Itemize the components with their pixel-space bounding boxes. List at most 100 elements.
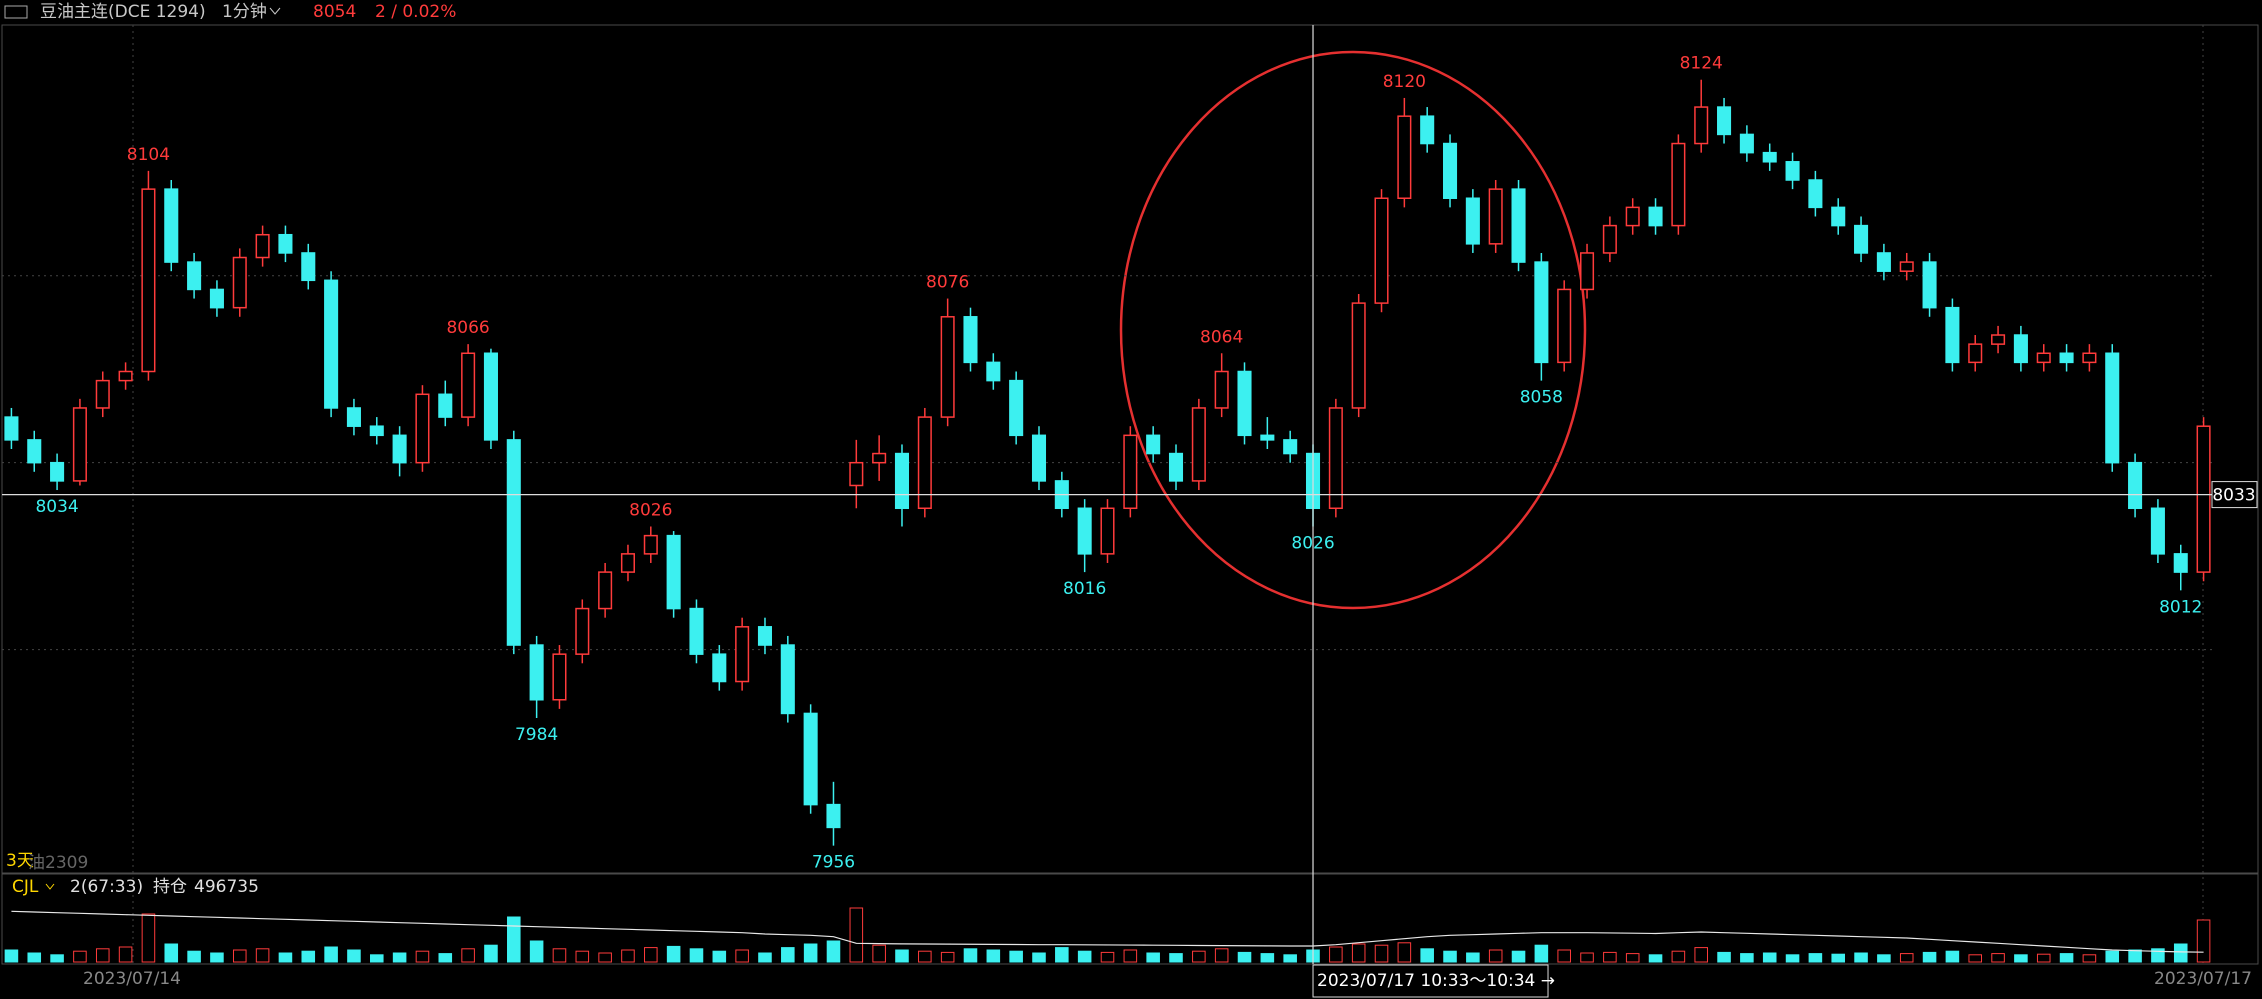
candle-body	[1602, 224, 1617, 254]
candle-body	[1785, 161, 1800, 181]
volume-bar	[1854, 952, 1868, 963]
volume-bar	[210, 952, 224, 963]
high-label: 8076	[926, 273, 969, 293]
volume-bar	[2082, 954, 2097, 963]
volume-bar	[986, 949, 1001, 963]
volume-title[interactable]: CJL	[12, 877, 39, 897]
candle-body	[917, 416, 932, 510]
volume-bar	[232, 949, 247, 963]
candle-body	[1625, 206, 1640, 227]
volume-bar	[118, 946, 133, 963]
volume-bar	[758, 952, 772, 963]
volume-bar	[1351, 943, 1366, 963]
price-tag: 8033	[2212, 486, 2255, 506]
volume-bar	[1922, 951, 1937, 963]
volume-bar	[1511, 950, 1526, 963]
candle-body	[780, 644, 795, 715]
candle-body	[2173, 553, 2188, 573]
volume-bar	[347, 949, 361, 963]
candle-body	[118, 370, 133, 382]
candle-body	[643, 534, 658, 555]
candle-body	[1465, 197, 1480, 245]
volume-bar	[255, 948, 270, 963]
volume-info: 2(67:33)	[70, 877, 143, 897]
candle-body	[1260, 434, 1275, 441]
candle-body	[1831, 206, 1846, 227]
low-label: 8016	[1063, 579, 1106, 599]
candle-body	[1694, 106, 1709, 145]
volume-bar	[507, 916, 521, 963]
volume-bar	[27, 952, 42, 963]
volume-bar	[415, 950, 430, 963]
volume-bar	[1557, 949, 1571, 963]
volume-bar	[1009, 950, 1023, 963]
candle-body	[1351, 302, 1366, 409]
time-tag: 2023/07/17 10:33～10:34 →	[1317, 971, 1555, 991]
volume-bar	[1032, 952, 1046, 963]
candle-body	[1717, 106, 1732, 136]
volume-bar	[1146, 952, 1160, 963]
candle-body	[689, 607, 704, 655]
candle-body	[940, 316, 955, 418]
volume-bar	[1831, 953, 1846, 963]
volume-bar	[1283, 954, 1297, 963]
last-price: 8054	[313, 2, 356, 22]
menu-icon[interactable]	[4, 5, 28, 19]
volume-bar	[1899, 953, 1914, 963]
candle-body	[1420, 115, 1435, 145]
candle-body	[872, 452, 887, 464]
candle-body	[1808, 179, 1823, 209]
volume-bar	[1466, 952, 1480, 963]
candle-body	[2036, 352, 2051, 364]
candle-body	[438, 393, 453, 418]
volume-bar	[2036, 953, 2051, 963]
volume-bar	[1717, 951, 1731, 963]
volume-bar	[1671, 950, 1686, 963]
candle-body	[2082, 352, 2097, 364]
volume-bar	[735, 949, 749, 963]
high-label: 8124	[1680, 54, 1723, 74]
volume-bar	[141, 913, 156, 963]
volume-bar	[1100, 951, 1115, 963]
candle-body	[324, 279, 339, 409]
volume-bar	[2105, 950, 2120, 963]
volume-bar	[164, 943, 179, 963]
dropdown-arrow[interactable]	[45, 883, 55, 890]
volume-bar	[598, 952, 612, 963]
main-panel	[1, 24, 2259, 874]
candle-body	[666, 534, 681, 610]
candle-body	[1968, 343, 1983, 364]
volume-bar	[529, 940, 544, 963]
volume-bar	[849, 907, 864, 963]
volume-bar	[2173, 943, 2188, 963]
candle-body	[1922, 261, 1937, 309]
candle-body	[1442, 142, 1458, 199]
candle-body	[50, 461, 65, 482]
volume-bar	[2151, 948, 2165, 963]
candle-body	[4, 416, 19, 441]
candle-body	[1511, 188, 1526, 263]
candle-body	[1031, 434, 1047, 482]
candle-body	[1283, 439, 1298, 455]
oi-label: 持仓	[153, 877, 187, 897]
candle-body	[2196, 425, 2211, 573]
volume-bar	[1877, 954, 1891, 963]
candle-body	[735, 626, 750, 683]
volume-bar	[1488, 949, 1503, 963]
candle-body	[1648, 206, 1663, 227]
volume-bar	[689, 948, 704, 963]
low-label: 8058	[1520, 388, 1563, 408]
date-label: 2023/07/17	[2154, 969, 2252, 989]
candle-body	[369, 425, 384, 437]
volume-bar	[2059, 953, 2074, 963]
change: 2 / 0.02%	[375, 2, 456, 22]
volume-bar	[1077, 950, 1092, 963]
volume-bar	[1603, 951, 1617, 963]
volume-bar	[392, 952, 407, 963]
overlay-label: 3天	[6, 851, 34, 871]
candle-body	[1488, 188, 1503, 245]
volume-bar	[50, 954, 64, 963]
dropdown-arrow[interactable]	[269, 7, 281, 15]
candle-body	[1991, 334, 2006, 345]
period[interactable]: 1分钟	[222, 2, 267, 22]
